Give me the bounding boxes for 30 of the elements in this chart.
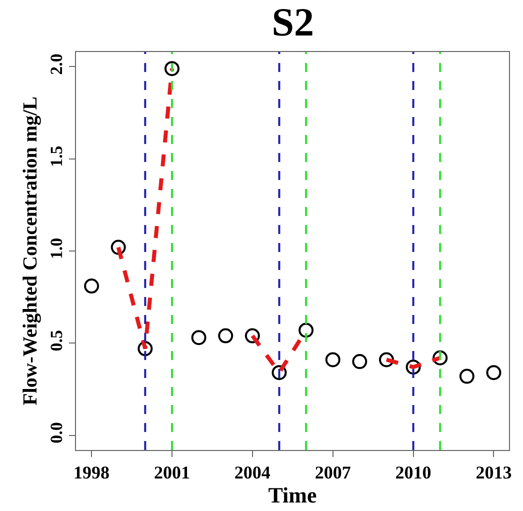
y-tick-label: 0.0 bbox=[47, 422, 66, 444]
chart-title: S2 bbox=[272, 0, 314, 45]
point bbox=[486, 365, 502, 380]
x-tick-label: 1998 bbox=[74, 462, 110, 483]
point bbox=[244, 328, 260, 344]
point bbox=[164, 61, 180, 76]
y-tick-label: 0.5 bbox=[47, 330, 66, 352]
point bbox=[272, 365, 287, 380]
x-tick-label: 2010 bbox=[395, 462, 432, 483]
point bbox=[459, 368, 474, 384]
point bbox=[84, 278, 100, 294]
y-tick-label: 1.5 bbox=[47, 146, 66, 167]
point bbox=[138, 341, 153, 356]
point bbox=[432, 350, 448, 366]
point bbox=[191, 330, 206, 346]
x-tick-label: 2001 bbox=[154, 462, 190, 483]
x-tick-label: 2007 bbox=[314, 462, 351, 483]
x-tick-label: 2004 bbox=[234, 462, 270, 483]
point bbox=[110, 240, 126, 255]
point bbox=[378, 352, 394, 368]
x-tick-label: 2013 bbox=[476, 462, 512, 483]
point bbox=[325, 352, 340, 368]
y-tick-label: 1.0 bbox=[47, 238, 66, 260]
point bbox=[406, 360, 421, 375]
point bbox=[298, 322, 314, 338]
point bbox=[352, 354, 368, 370]
point bbox=[218, 328, 234, 344]
y-axis-title: Flow-Weighted Concentration mg/L bbox=[20, 96, 42, 406]
x-axis-title: Time bbox=[268, 482, 317, 508]
y-tick-label: 2.0 bbox=[47, 54, 66, 75]
